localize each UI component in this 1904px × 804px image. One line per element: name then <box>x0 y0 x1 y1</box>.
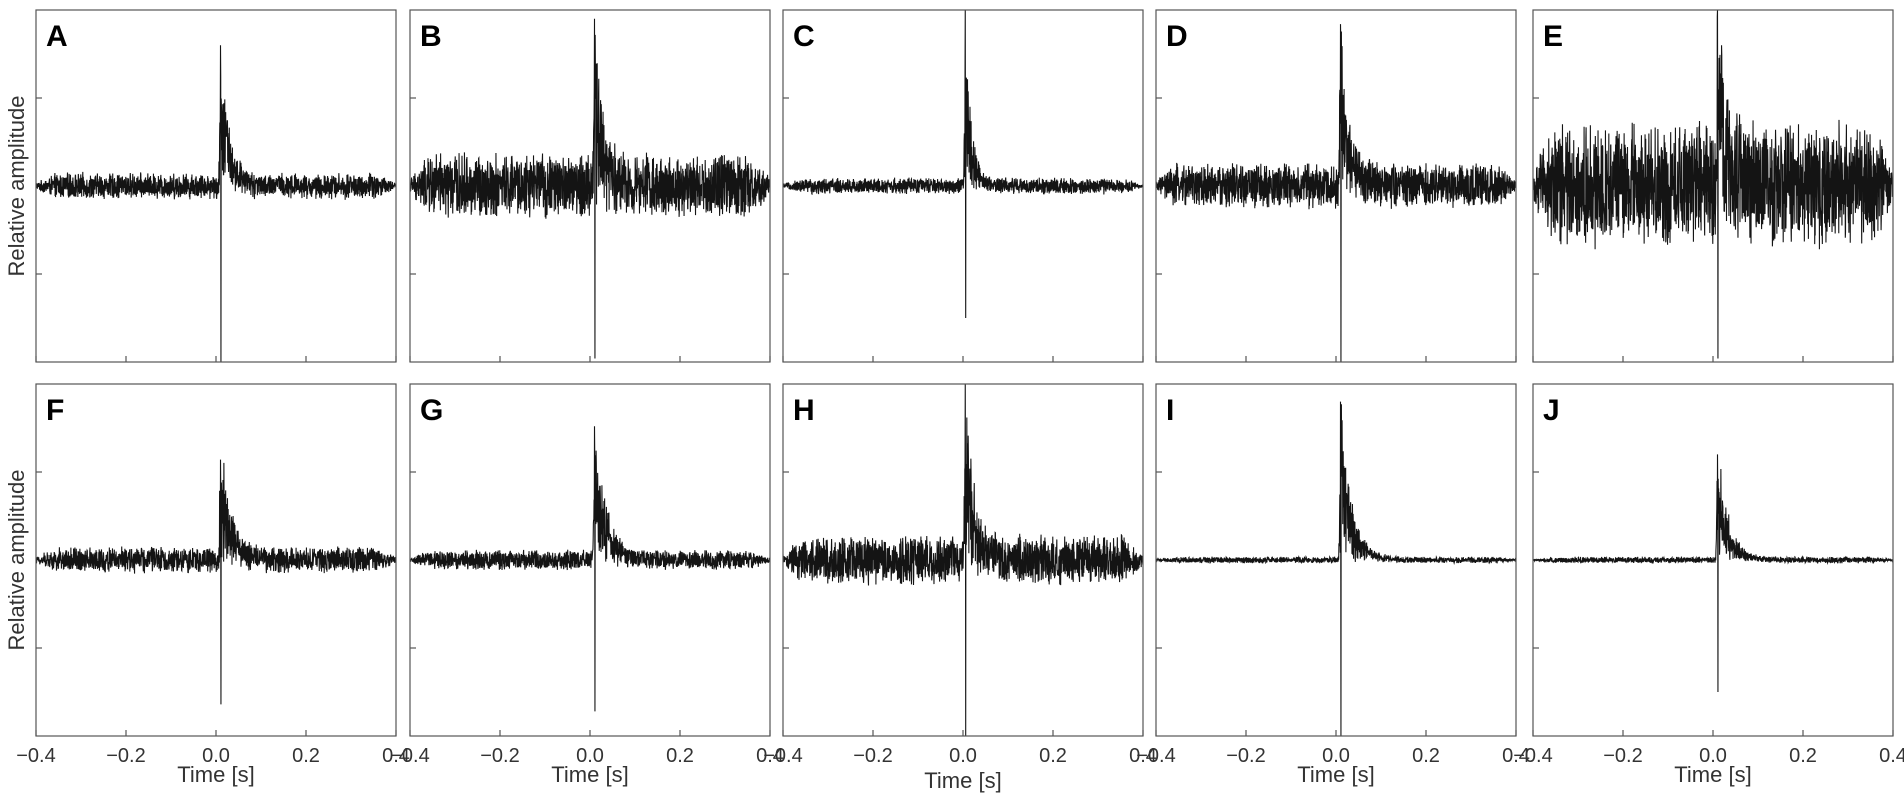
waveform-series <box>1156 24 1516 362</box>
panel-label: H <box>793 394 815 427</box>
x-axis-title: Time [s] <box>924 768 1001 793</box>
x-tick-label: −0.4 <box>1136 745 1175 767</box>
x-tick-label: −0.4 <box>16 745 55 767</box>
waveform-series <box>783 10 1143 319</box>
x-tick-label: 0.2 <box>1789 745 1817 767</box>
panel-c: C <box>782 9 1144 363</box>
panel-label: J <box>1543 394 1560 427</box>
panel-i: I −0.4 −0.2 0.0 0.2 0.4 Time [s] <box>1136 383 1530 787</box>
x-tick-label: 0.4 <box>1502 745 1530 767</box>
panel-a: A Relative amplitude <box>4 9 397 363</box>
x-tick-label: −0.2 <box>853 745 892 767</box>
panel-g: G −0.4 −0.2 0.0 0.2 0.4 Time [s] <box>390 383 784 787</box>
x-tick-label: −0.2 <box>1226 745 1265 767</box>
x-tick-label: −0.4 <box>1513 745 1552 767</box>
waveform-series <box>1533 10 1893 359</box>
waveform-series <box>1156 401 1516 736</box>
x-tick-label: 0.0 <box>1322 745 1350 767</box>
x-tick-label: 0.0 <box>949 745 977 767</box>
panel-label: A <box>46 20 68 53</box>
panel-f: F −0.4 −0.2 0.0 0.2 0.4 Time [s] Relative ampli… <box>4 383 410 787</box>
waveform-series <box>36 45 396 362</box>
x-tick-label: −0.4 <box>390 745 429 767</box>
x-axis-title: Time [s] <box>1674 762 1751 787</box>
x-tick-label: 0.2 <box>1039 745 1067 767</box>
panel-label: G <box>420 394 443 427</box>
x-tick-label: −0.2 <box>1603 745 1642 767</box>
x-axis-title: Time [s] <box>1297 762 1374 787</box>
waveform-series <box>783 384 1143 736</box>
x-tick-label: 0.4 <box>1129 745 1157 767</box>
y-axis-title: Relative amplitude <box>4 470 29 651</box>
waveform-series <box>1533 454 1893 693</box>
x-axis-title: Time [s] <box>177 762 254 787</box>
x-tick-label: 0.0 <box>1699 745 1727 767</box>
x-tick-label: 0.4 <box>1879 745 1904 767</box>
waveform-series <box>36 459 396 705</box>
x-tick-label: 0.2 <box>1412 745 1440 767</box>
x-tick-label: −0.2 <box>480 745 519 767</box>
waveform-series <box>410 426 770 712</box>
x-tick-label: −0.4 <box>763 745 802 767</box>
panel-h: H −0.4 −0.2 0.0 0.2 0.4 Time [s] <box>763 383 1157 793</box>
x-tick-label: 0.0 <box>576 745 604 767</box>
y-axis-title: Relative amplitude <box>4 96 29 277</box>
x-tick-label: −0.2 <box>106 745 145 767</box>
x-tick-label: 0.2 <box>292 745 320 767</box>
panel-label: D <box>1166 20 1188 53</box>
panel-label: C <box>793 20 815 53</box>
x-tick-label: 0.4 <box>756 745 784 767</box>
x-tick-label: 0.2 <box>666 745 694 767</box>
panel-d: D <box>1155 9 1517 363</box>
x-tick-label: 0.4 <box>382 745 410 767</box>
waveform-series <box>410 18 770 359</box>
x-axis-title: Time [s] <box>551 762 628 787</box>
panel-label: F <box>46 394 64 427</box>
panel-j: J −0.4 −0.2 0.0 0.2 0.4 Time [s] <box>1513 383 1904 787</box>
panel-label: I <box>1166 394 1174 427</box>
x-tick-label: 0.0 <box>202 745 230 767</box>
panel-label: E <box>1543 20 1563 53</box>
panel-label: B <box>420 20 442 53</box>
panel-e: E <box>1532 9 1894 363</box>
panel-b: B <box>409 9 771 363</box>
